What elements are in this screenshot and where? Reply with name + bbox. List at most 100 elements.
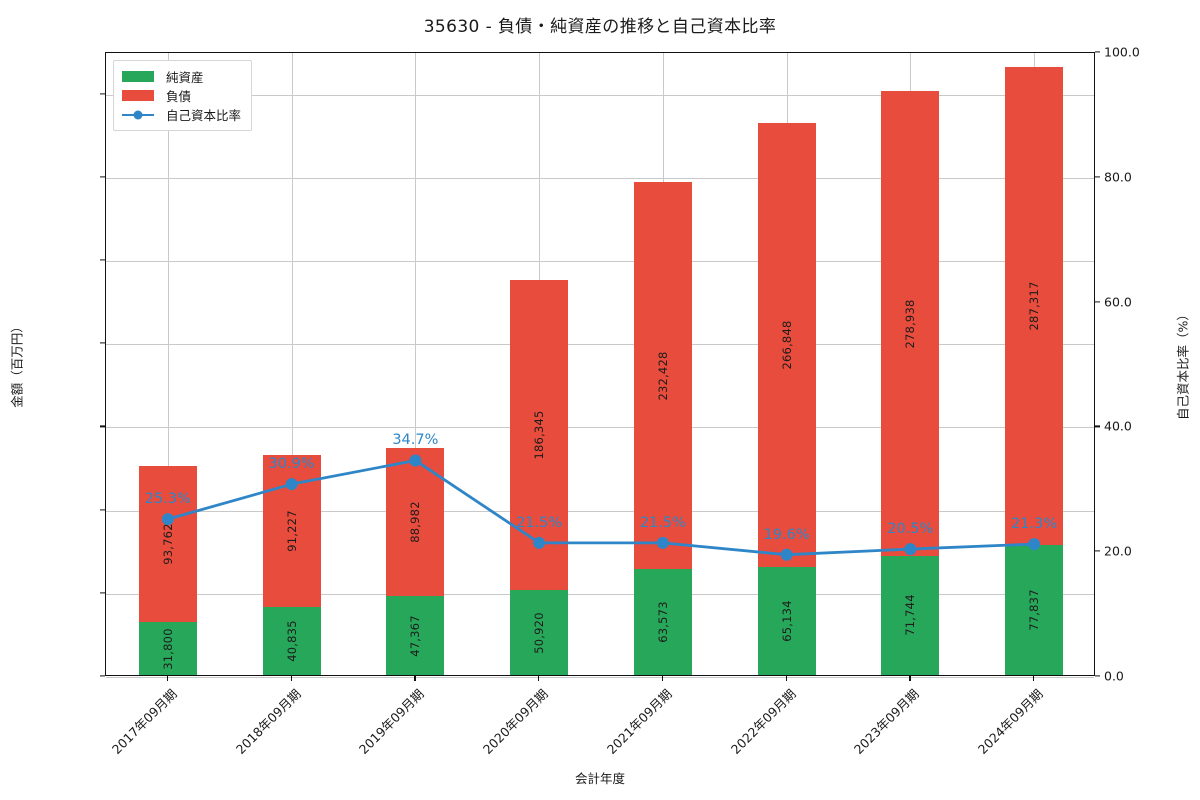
x-axis-tick-mark xyxy=(414,676,416,681)
gridline-horizontal xyxy=(106,94,1094,96)
y2-axis-tick-mark xyxy=(1095,51,1100,53)
ratio-value-label: 21.5% xyxy=(516,514,563,531)
ratio-value-label: 30.9% xyxy=(268,456,315,473)
legend-swatch-equity-ratio xyxy=(122,109,154,121)
bar-segment-liabilities[interactable]: 278,938 xyxy=(881,91,940,556)
bar-value-label-networth: 31,800 xyxy=(160,627,175,670)
x-axis-tick-label: 2021年09月期 xyxy=(603,686,675,757)
y-axis-tick-mark xyxy=(100,176,105,178)
gridline-vertical xyxy=(415,53,417,675)
y2-axis-tick-label: 40.0 xyxy=(1104,418,1132,434)
bar-group[interactable]: 77,837 287,317 xyxy=(1005,67,1064,675)
bar-value-label-liabilities: 186,345 xyxy=(532,410,547,460)
y2-axis-tick-label: 60.0 xyxy=(1104,294,1132,310)
ratio-value-label: 25.3% xyxy=(144,491,191,508)
legend-item-liabilities[interactable]: 負債 xyxy=(122,86,241,105)
x-axis-label: 会計年度 xyxy=(574,771,626,786)
bar-segment-networth[interactable]: 31,800 xyxy=(138,622,197,675)
chart-legend[interactable]: 純資産 負債 自己資本比率 xyxy=(113,60,253,131)
ratio-value-label: 20.5% xyxy=(887,521,934,538)
x-axis-tick-label: 2020年09月期 xyxy=(479,686,551,757)
bar-segment-networth[interactable]: 47,367 xyxy=(386,596,445,675)
x-axis-tick-label: 2024年09月期 xyxy=(974,686,1046,757)
legend-swatch-networth xyxy=(122,71,154,82)
bar-segment-liabilities[interactable]: 186,345 xyxy=(510,280,569,591)
x-axis-tick-mark xyxy=(785,676,787,681)
bar-group[interactable]: 50,920 186,345 xyxy=(510,280,569,675)
y2-axis-tick-mark xyxy=(1095,301,1100,303)
bar-segment-liabilities[interactable]: 287,317 xyxy=(1005,67,1064,546)
bar-segment-networth[interactable]: 65,134 xyxy=(757,566,816,675)
y2-axis-label: 自己資本比率（%） xyxy=(1175,308,1191,420)
bar-value-label-networth: 47,367 xyxy=(408,614,423,657)
x-axis-tick-label: 2017年09月期 xyxy=(108,686,180,757)
y-axis-label: 金額（百万円） xyxy=(9,320,25,408)
bar-group[interactable]: 40,835 91,227 xyxy=(262,455,321,675)
bar-value-label-liabilities: 278,938 xyxy=(903,299,918,349)
legend-swatch-liabilities xyxy=(122,90,154,101)
bar-group[interactable]: 47,367 88,982 xyxy=(386,448,445,675)
bar-segment-liabilities[interactable]: 266,848 xyxy=(757,122,816,567)
y2-axis-tick-label: 100.0 xyxy=(1104,44,1140,60)
bar-segment-liabilities[interactable]: 91,227 xyxy=(262,455,321,608)
bar-value-label-networth: 65,134 xyxy=(779,600,794,642)
x-axis-tick-mark xyxy=(661,676,664,681)
bar-value-label-liabilities: 88,982 xyxy=(408,501,423,543)
y2-axis-tick-mark xyxy=(1095,176,1100,178)
y2-axis-tick-mark xyxy=(1095,675,1100,677)
bar-value-label-liabilities: 93,762 xyxy=(160,523,175,565)
gridline-horizontal xyxy=(106,177,1094,179)
bar-segment-liabilities[interactable]: 88,982 xyxy=(386,448,445,597)
bar-group[interactable]: 65,134 266,848 xyxy=(757,122,816,675)
bar-segment-networth[interactable]: 77,837 xyxy=(1005,545,1064,675)
x-axis-tick-label: 2019年09月期 xyxy=(356,686,428,757)
gridline-horizontal xyxy=(106,510,1094,512)
ratio-line-series xyxy=(161,454,1041,561)
y-axis-tick-mark xyxy=(100,93,105,95)
gridline-vertical xyxy=(167,53,169,675)
gridline-horizontal xyxy=(106,593,1094,595)
y2-axis-tick-mark xyxy=(1095,550,1100,552)
ratio-value-label: 19.6% xyxy=(763,526,810,543)
y2-axis-tick-mark xyxy=(1095,425,1100,427)
x-axis-tick-mark xyxy=(166,676,169,681)
x-axis-tick-mark xyxy=(538,676,540,681)
bar-value-label-liabilities: 287,317 xyxy=(1027,281,1042,331)
bar-value-label-liabilities: 91,227 xyxy=(284,510,299,552)
ratio-value-label: 21.5% xyxy=(639,514,686,531)
gridline-horizontal xyxy=(106,261,1094,262)
bar-value-label-liabilities: 232,428 xyxy=(655,351,670,401)
legend-item-equity-ratio[interactable]: 自己資本比率 xyxy=(122,105,241,124)
chart-title: 35630 - 負債・純資産の推移と自己資本比率 xyxy=(423,17,777,37)
legend-label-equity-ratio: 自己資本比率 xyxy=(166,108,242,123)
y2-axis-tick-label: 80.0 xyxy=(1104,169,1132,185)
y-axis-tick-mark xyxy=(100,259,105,261)
legend-item-networth[interactable]: 純資産 xyxy=(122,67,241,86)
bar-group[interactable]: 63,573 232,428 xyxy=(633,182,692,675)
y-axis-tick-mark xyxy=(100,509,105,511)
ratio-value-label: 34.7% xyxy=(392,432,439,449)
bar-group[interactable]: 71,744 278,938 xyxy=(881,91,940,675)
legend-label-networth: 純資産 xyxy=(166,70,204,85)
x-axis-tick-mark xyxy=(1033,676,1035,681)
y-axis-tick-mark xyxy=(100,342,105,344)
bar-segment-networth[interactable]: 63,573 xyxy=(633,569,692,675)
legend-label-liabilities: 負債 xyxy=(166,89,192,104)
bar-value-label-networth: 40,835 xyxy=(284,620,299,662)
bar-value-label-networth: 50,920 xyxy=(532,611,547,654)
bar-segment-liabilities[interactable]: 93,762 xyxy=(138,466,197,623)
y2-axis-tick-label: 0.0 xyxy=(1104,668,1124,684)
gridline-horizontal xyxy=(106,427,1094,429)
bar-segment-networth[interactable]: 50,920 xyxy=(510,590,569,675)
x-axis-tick-label: 2022年09月期 xyxy=(727,686,799,757)
bar-segment-liabilities[interactable]: 232,428 xyxy=(633,182,692,570)
bar-value-label-networth: 77,837 xyxy=(1027,589,1042,631)
x-axis-tick-label: 2018年09月期 xyxy=(232,686,304,757)
bar-segment-networth[interactable]: 40,835 xyxy=(262,607,321,675)
bar-segment-networth[interactable]: 71,744 xyxy=(881,555,940,675)
plot-inner: 31,800 93,762 40,835 91,227 47,367 88,982 50,9… xyxy=(106,53,1094,678)
y-axis-tick-mark xyxy=(100,425,105,427)
bar-value-label-liabilities: 266,848 xyxy=(779,320,794,370)
x-axis-tick-mark xyxy=(290,676,292,681)
